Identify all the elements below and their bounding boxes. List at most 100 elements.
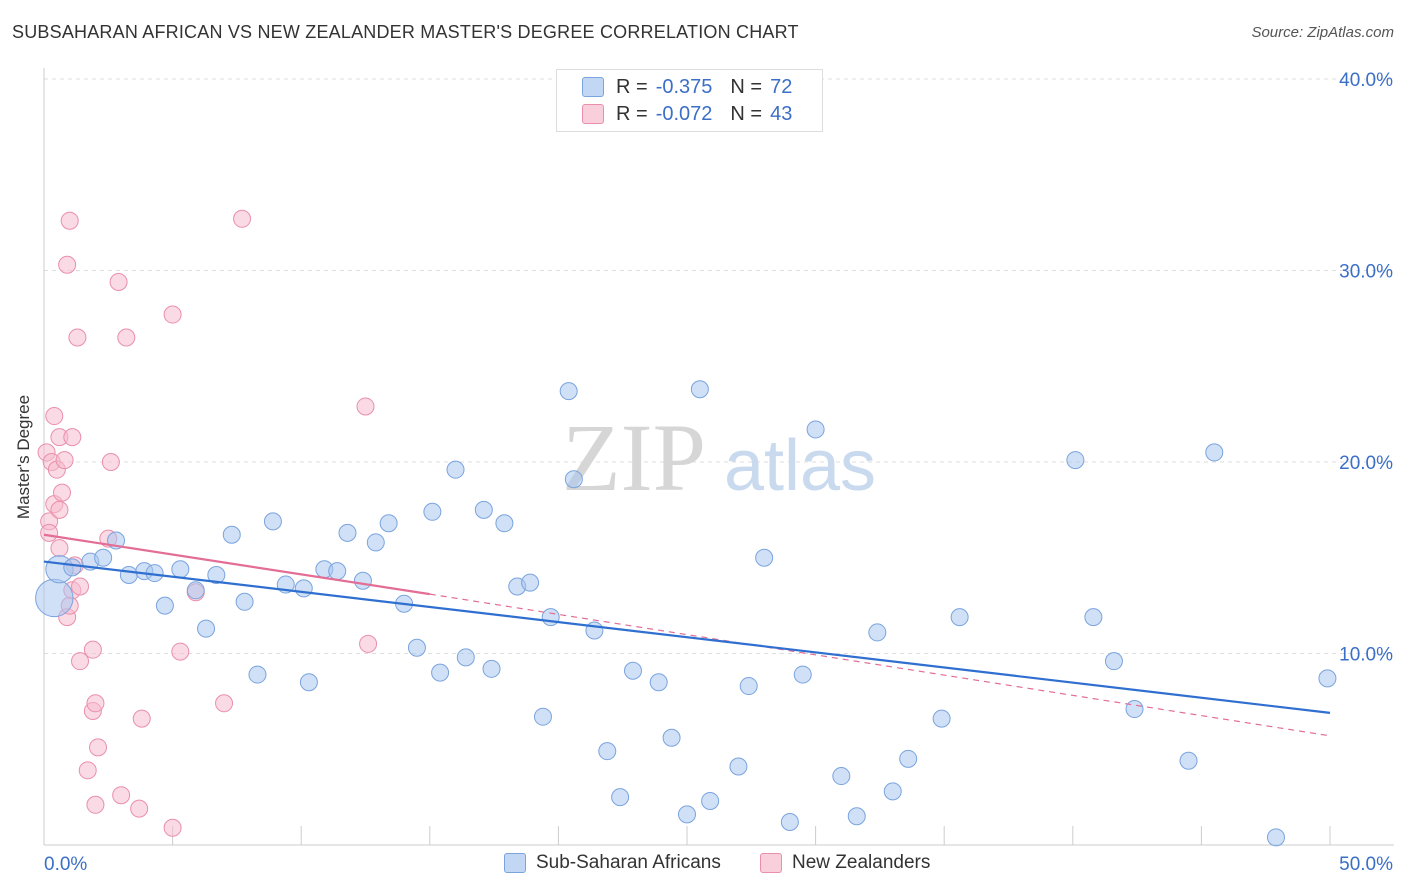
- sub-saharan-point: [423, 502, 442, 521]
- sub-saharan-point: [171, 560, 190, 579]
- sub-saharan-point: [611, 788, 630, 807]
- sub-saharan-trend-line: [43, 560, 1331, 714]
- legend-n-label: N =: [730, 102, 763, 125]
- series-swatch-pink: [760, 853, 782, 873]
- sub-saharan-point: [793, 665, 812, 684]
- series-swatch-blue: [504, 853, 526, 873]
- sub-saharan-point: [678, 805, 696, 824]
- sub-saharan-point: [294, 579, 313, 598]
- axes: [43, 68, 1394, 846]
- sub-saharan-point: [729, 757, 748, 776]
- y-tick-label: 30.0%: [1339, 262, 1393, 283]
- sub-saharan-point: [197, 619, 216, 638]
- sub-saharan-point: [338, 523, 357, 542]
- legend-row-new-zealanders: R = -0.072 N = 43: [582, 102, 792, 126]
- new-zealander-point: [117, 328, 136, 347]
- series-legend: Sub-Saharan Africans New Zealanders: [0, 852, 1406, 878]
- sub-saharan-point: [739, 677, 758, 696]
- new-zealander-point: [89, 738, 108, 757]
- series-legend-sub-saharan[interactable]: Sub-Saharan Africans: [504, 852, 721, 874]
- new-zealander-point: [50, 500, 69, 519]
- sub-saharan-point: [235, 592, 254, 611]
- sub-saharan-point: [299, 673, 318, 692]
- sub-saharan-point: [431, 663, 450, 682]
- new-zealander-point: [71, 652, 90, 671]
- legend-swatch-pink: [582, 104, 604, 124]
- sub-saharan-point: [94, 548, 113, 567]
- sub-saharan-point: [559, 382, 578, 401]
- new-zealander-point: [356, 397, 375, 416]
- legend-row-sub-saharan: R = -0.375 N = 72: [582, 75, 792, 99]
- new-zealander-point: [112, 786, 131, 805]
- new-zealander-point: [50, 539, 69, 558]
- sub-saharan-point: [379, 514, 398, 533]
- x-tick-label-min: 0.0%: [44, 854, 87, 875]
- new-zealander-point: [163, 305, 182, 324]
- sub-saharan-point: [932, 709, 951, 728]
- legend-n-value: 43: [770, 102, 793, 125]
- new-zealanders-points: [37, 209, 378, 837]
- sub-saharan-point: [521, 573, 540, 592]
- y-tick-label: 10.0%: [1339, 645, 1393, 666]
- series-label-sub-saharan: Sub-Saharan Africans: [536, 852, 721, 873]
- new-zealander-point: [86, 795, 105, 814]
- y-tick-label: 40.0%: [1339, 70, 1393, 91]
- new-zealander-point: [130, 799, 149, 818]
- new-zealander-point: [101, 453, 120, 471]
- x-tick-label-max: 50.0%: [1339, 854, 1393, 875]
- new-zealander-point: [132, 709, 151, 728]
- new-zealander-point: [109, 272, 128, 291]
- sub-saharan-point: [248, 665, 267, 684]
- sub-saharan-point: [662, 728, 681, 747]
- legend-r-value: -0.375: [655, 75, 713, 98]
- new-zealander-point: [68, 328, 87, 347]
- legend-n-label: N =: [730, 75, 763, 98]
- sub-saharan-point: [35, 578, 74, 618]
- legend-r-value: -0.072: [655, 102, 713, 125]
- sub-saharan-point: [1318, 669, 1337, 688]
- sub-saharan-point: [598, 742, 617, 761]
- trend-lines: [43, 533, 1331, 737]
- sub-saharan-point: [1266, 828, 1285, 847]
- series-legend-new-zealanders[interactable]: New Zealanders: [760, 852, 930, 874]
- sub-saharan-point: [366, 533, 385, 552]
- new-zealanders-trend-line: [43, 533, 430, 596]
- new-zealander-point: [78, 761, 97, 780]
- sub-saharan-point: [1066, 451, 1085, 470]
- new-zealanders-trend-extension: [429, 593, 1331, 737]
- sub-saharan-point: [207, 565, 226, 584]
- y-axis-label: Master's Degree: [14, 394, 33, 520]
- sub-saharan-point: [868, 623, 887, 642]
- sub-saharan-point: [1125, 700, 1144, 719]
- sub-saharan-point: [353, 571, 372, 590]
- legend-r-label: R =: [616, 102, 648, 125]
- sub-saharan-point: [690, 380, 709, 399]
- chart-title: SUBSAHARAN AFRICAN VS NEW ZEALANDER MAST…: [12, 22, 799, 42]
- new-zealander-point: [233, 209, 252, 228]
- new-zealander-point: [40, 523, 59, 542]
- sub-saharan-point: [564, 470, 583, 489]
- new-zealander-point: [163, 818, 182, 837]
- sub-saharan-point: [623, 661, 642, 680]
- new-zealander-point: [71, 577, 90, 596]
- legend-r-label: R =: [616, 75, 648, 98]
- sub-saharan-point: [63, 558, 82, 577]
- sub-saharan-point: [701, 791, 720, 810]
- correlation-legend: R = -0.375 N = 72 R = -0.072 N = 43: [556, 69, 823, 132]
- sub-saharan-point: [1179, 751, 1198, 770]
- series-label-new-zealanders: New Zealanders: [792, 852, 931, 873]
- sub-saharan-point: [1084, 608, 1103, 627]
- sub-saharan-point: [474, 500, 493, 519]
- sub-saharan-point: [950, 608, 969, 627]
- sub-saharan-point: [446, 460, 465, 479]
- new-zealander-point: [215, 694, 234, 713]
- sub-saharan-point: [456, 648, 475, 667]
- tick-labels: 10.0% 20.0% 30.0% 40.0% 0.0% 50.0%: [44, 70, 1393, 875]
- legend-swatch-blue: [582, 77, 604, 97]
- watermark-atlas: atlas: [724, 426, 876, 506]
- sub-saharan-point: [755, 548, 774, 567]
- sub-saharan-point: [119, 565, 138, 584]
- sub-saharan-point: [541, 608, 560, 627]
- sub-saharan-point: [222, 525, 241, 544]
